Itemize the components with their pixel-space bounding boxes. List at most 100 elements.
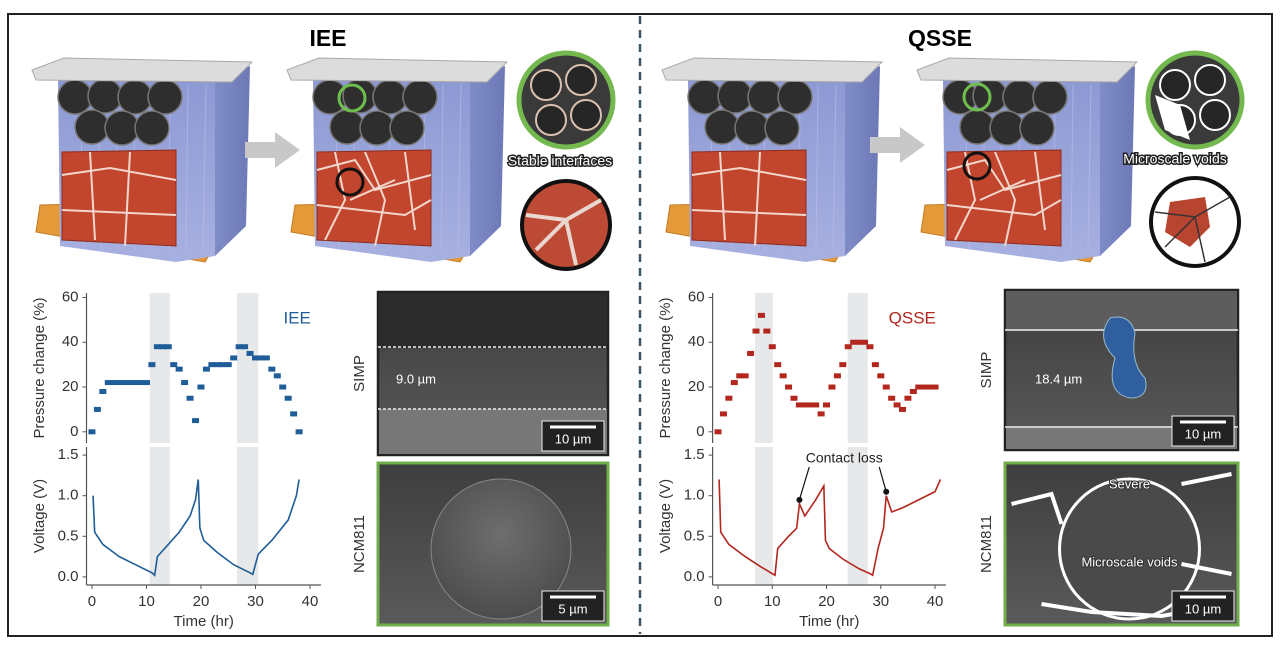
particle (430, 478, 572, 620)
x-tick-label: 20 (818, 593, 835, 610)
x-tick-label: 30 (872, 593, 889, 610)
anode-particle (372, 79, 408, 115)
sem-label: NCM811 (978, 515, 995, 573)
anode-particle (747, 79, 783, 115)
texture (440, 84, 444, 251)
rest-period (236, 293, 259, 443)
crack (324, 151, 347, 241)
anode-particle (57, 79, 93, 115)
cell-side (845, 66, 880, 256)
x-tick-label: 0 (714, 593, 722, 610)
rest-period (149, 447, 170, 585)
zoom-particle (530, 69, 562, 101)
x-tick-label: 20 (193, 593, 210, 610)
cell-side (215, 66, 250, 256)
anode-particle (402, 79, 438, 115)
panel-title: QSSE (908, 25, 972, 51)
crack (954, 151, 977, 241)
y-tick-label: 0.5 (58, 527, 79, 544)
crack (404, 151, 416, 231)
y-tick-label: 40 (62, 333, 79, 350)
y-tick-label: 0.5 (684, 527, 705, 544)
cathode-layer (61, 149, 177, 247)
texture (815, 84, 819, 251)
rest-period (847, 447, 868, 585)
x-axis-label: Time (hr) (799, 613, 859, 630)
crack (1034, 151, 1046, 231)
zoom-particle (570, 99, 602, 131)
y-tick-label: 1.0 (58, 487, 79, 504)
y-tick-label: 60 (62, 288, 79, 305)
anode-particle (1032, 79, 1068, 115)
x-axis-label: Time (hr) (174, 613, 234, 630)
anode-particle (989, 110, 1025, 146)
crack (349, 179, 396, 201)
y-tick-label: 1.5 (58, 446, 79, 463)
arrow (870, 127, 925, 163)
rest-period (754, 447, 773, 585)
series-label: QSSE (889, 308, 936, 327)
anode-particle (687, 79, 723, 115)
anode-particle (717, 78, 753, 114)
y-tick-label: 0 (70, 423, 78, 440)
top-plate (31, 57, 254, 83)
texture (457, 84, 462, 251)
crack (89, 151, 96, 241)
crack (994, 151, 1017, 247)
crack (946, 199, 1062, 217)
anode-particle (959, 109, 995, 145)
crack (691, 209, 807, 216)
zoom-crack (1194, 216, 1206, 263)
anode-particle (312, 79, 348, 115)
y-tick-label: 1.5 (684, 446, 705, 463)
top-plate (916, 57, 1139, 83)
annotation-pointer (798, 466, 810, 500)
annotation-pointer (878, 466, 887, 492)
crack (691, 166, 807, 181)
particle (1058, 477, 1201, 621)
y-axis-label: Voltage (V) (657, 479, 674, 553)
crack (754, 151, 761, 247)
y-tick-label: 1.0 (684, 487, 705, 504)
schematic-label: Microscale voids (1123, 151, 1226, 167)
zoom-marker (962, 151, 992, 181)
crack (979, 179, 1026, 201)
y-tick-label: 0.0 (58, 568, 79, 585)
x-tick-label: 0 (88, 593, 96, 610)
anode-particle (1002, 79, 1038, 115)
zoom-marker (337, 83, 367, 113)
figure-border (7, 13, 1273, 637)
y-tick-label: 20 (688, 378, 705, 395)
voltage-line (92, 479, 300, 577)
cathode-layer (946, 149, 1062, 247)
rest-period (149, 293, 170, 443)
zoom-marker (962, 82, 992, 112)
crack (316, 199, 432, 217)
zoom-particle (1199, 99, 1231, 131)
cathode-layer (691, 149, 807, 247)
top-plate (286, 57, 509, 83)
y-axis-label: Pressure change (%) (657, 298, 674, 439)
zoom-crack (1164, 216, 1196, 248)
anode-particle (117, 79, 153, 115)
sem-top (379, 293, 607, 348)
cell-side (470, 66, 505, 256)
texture (832, 84, 837, 251)
sem-label: SIMP (978, 352, 995, 389)
anode-particle (704, 109, 740, 145)
y-tick-label: 0 (696, 423, 704, 440)
anode-particle (104, 110, 140, 146)
scale-label: 10 µm (1185, 601, 1221, 616)
series-label: IEE (283, 308, 310, 327)
crack (364, 151, 387, 247)
anode-particle (389, 110, 425, 146)
sem-label: SIMP (351, 355, 368, 392)
crack (61, 209, 177, 216)
scale-label: 5 µm (558, 601, 587, 616)
zoom-particle (535, 104, 567, 136)
zoom-particle (565, 64, 597, 96)
sem-annotation: 9.0 µm (396, 371, 436, 386)
texture (202, 84, 207, 251)
void-crack (1181, 472, 1232, 486)
arrow (245, 132, 300, 168)
